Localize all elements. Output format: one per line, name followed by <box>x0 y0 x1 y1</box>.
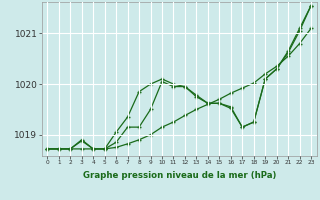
X-axis label: Graphe pression niveau de la mer (hPa): Graphe pression niveau de la mer (hPa) <box>83 171 276 180</box>
